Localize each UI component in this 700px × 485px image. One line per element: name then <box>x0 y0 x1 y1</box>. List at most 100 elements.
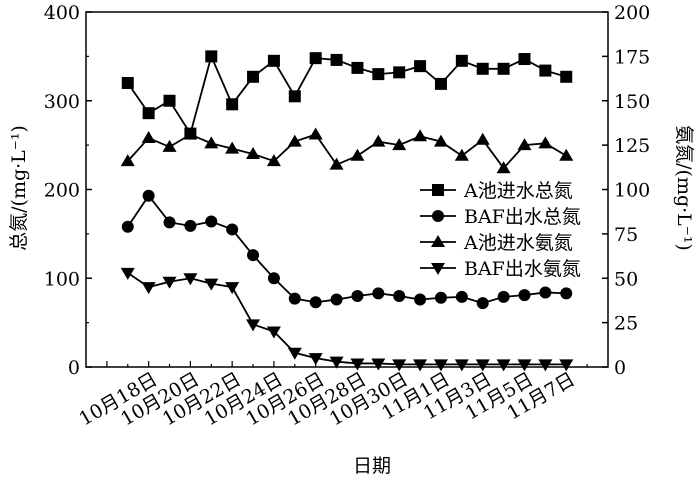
triangle-down-marker <box>371 358 386 371</box>
triangle-up-marker <box>225 141 240 154</box>
y-left-tick-label: 300 <box>44 91 80 113</box>
triangle-up-marker <box>413 129 428 142</box>
triangle-down-marker <box>329 356 344 369</box>
triangle-down-marker <box>496 359 511 372</box>
circle-marker <box>309 296 322 309</box>
square-marker <box>121 77 134 89</box>
square-marker <box>330 53 343 66</box>
series-line <box>127 53 567 136</box>
circle-marker <box>330 293 343 306</box>
triangle-up-marker <box>308 127 323 140</box>
triangle-down-marker <box>204 278 219 291</box>
circle-marker <box>163 216 176 229</box>
circle-marker <box>267 272 280 285</box>
triangle-down-marker <box>392 359 407 372</box>
circle-marker <box>288 292 301 305</box>
circle-marker <box>351 290 364 302</box>
legend-label: A池进水总氮 <box>463 180 573 202</box>
y-left-tick-label: 0 <box>68 357 80 379</box>
circle-marker <box>455 290 468 303</box>
triangle-up-marker <box>496 161 511 174</box>
triangle-down-marker <box>266 326 281 339</box>
circle-marker <box>247 249 260 262</box>
square-marker <box>142 107 155 120</box>
square-marker <box>476 62 489 75</box>
circle-marker <box>393 290 406 302</box>
circle-marker <box>142 189 155 202</box>
triangle-up-marker <box>433 134 448 147</box>
triangle-up-marker <box>454 148 469 161</box>
triangle-up-marker <box>287 134 302 147</box>
triangle-down-marker <box>162 276 177 289</box>
triangle-up-marker <box>183 127 198 140</box>
square-marker <box>455 54 468 67</box>
triangle-down-marker <box>225 282 240 295</box>
circle-marker <box>476 297 489 310</box>
y-right-tick-label: 100 <box>614 180 650 202</box>
circle-marker <box>414 293 427 306</box>
square-marker <box>226 98 239 111</box>
y-right-tick-label: 125 <box>614 135 650 157</box>
triangle-down-marker <box>350 358 365 371</box>
triangle-down-marker <box>538 359 553 372</box>
circle-marker <box>432 210 444 222</box>
series-line <box>127 272 567 366</box>
triangle-up-marker <box>371 134 386 147</box>
square-marker <box>518 53 531 66</box>
triangle-up-marker <box>431 235 445 247</box>
square-marker <box>309 52 322 65</box>
triangle-up-marker <box>329 157 344 170</box>
series-line <box>127 194 567 305</box>
square-marker <box>247 70 260 83</box>
triangle-down-marker <box>431 263 445 275</box>
triangle-up-marker <box>559 148 574 161</box>
circle-marker <box>539 286 552 299</box>
triangle-up-marker <box>120 154 135 167</box>
circle-marker <box>434 291 447 304</box>
triangle-up-marker <box>266 154 281 167</box>
square-marker <box>560 70 573 83</box>
square-marker <box>434 77 447 90</box>
triangle-down-marker <box>120 267 135 280</box>
y-left-tick-label: 400 <box>44 2 80 24</box>
circle-marker <box>184 219 197 232</box>
circle-marker <box>226 223 239 236</box>
y-right-tick-label: 75 <box>614 224 638 246</box>
square-marker <box>432 184 444 196</box>
y-left-tick-label: 200 <box>44 180 80 202</box>
triangle-up-marker <box>392 138 407 151</box>
square-marker <box>205 50 218 63</box>
triangle-up-marker <box>162 139 177 152</box>
triangle-up-marker <box>204 136 219 149</box>
circle-marker <box>560 287 573 300</box>
series-markers-group <box>120 50 574 372</box>
triangle-down-marker <box>559 359 574 372</box>
y-right-tick-label: 50 <box>614 268 638 290</box>
square-marker <box>497 62 510 75</box>
triangle-up-marker <box>517 138 532 151</box>
square-marker <box>267 54 280 67</box>
legend: A池进水总氮 BAF出水总氮 A池进水氨氮 BAF出水氨氮 <box>420 180 581 280</box>
circle-marker <box>121 220 134 233</box>
triangle-down-marker <box>308 353 323 366</box>
triangle-down-marker <box>413 359 428 372</box>
series-lines-group <box>127 53 567 366</box>
triangle-up-marker <box>246 147 261 159</box>
square-marker <box>539 64 552 77</box>
triangle-down-marker <box>287 347 302 360</box>
circle-marker <box>497 290 510 303</box>
triangle-down-marker <box>517 359 532 372</box>
triangle-up-marker <box>141 131 156 144</box>
triangle-down-marker <box>454 359 469 372</box>
y-right-tick-label: 150 <box>614 91 650 113</box>
triangle-down-marker <box>141 282 156 295</box>
y-axis-right-title: 氨氮/(mg·L⁻¹) <box>673 125 695 251</box>
square-marker <box>372 68 385 81</box>
y-axis-left-title: 总氮/(mg·L⁻¹) <box>8 125 30 251</box>
y-right-tick-label: 25 <box>614 313 638 335</box>
triangle-down-marker <box>183 273 198 286</box>
y-right-tick-label: 175 <box>614 46 650 68</box>
triangle-down-marker <box>433 359 448 372</box>
